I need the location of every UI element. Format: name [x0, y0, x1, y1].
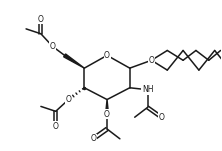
Text: O: O	[53, 122, 59, 131]
Text: O: O	[50, 42, 56, 51]
Text: NH: NH	[142, 85, 153, 94]
Text: O: O	[149, 56, 155, 65]
Text: O: O	[90, 134, 96, 143]
Text: O: O	[104, 110, 110, 119]
Polygon shape	[64, 54, 84, 68]
Text: O: O	[104, 51, 110, 60]
Text: O: O	[159, 113, 164, 122]
Text: O: O	[65, 95, 71, 104]
Text: O: O	[38, 14, 44, 24]
Polygon shape	[106, 100, 109, 114]
